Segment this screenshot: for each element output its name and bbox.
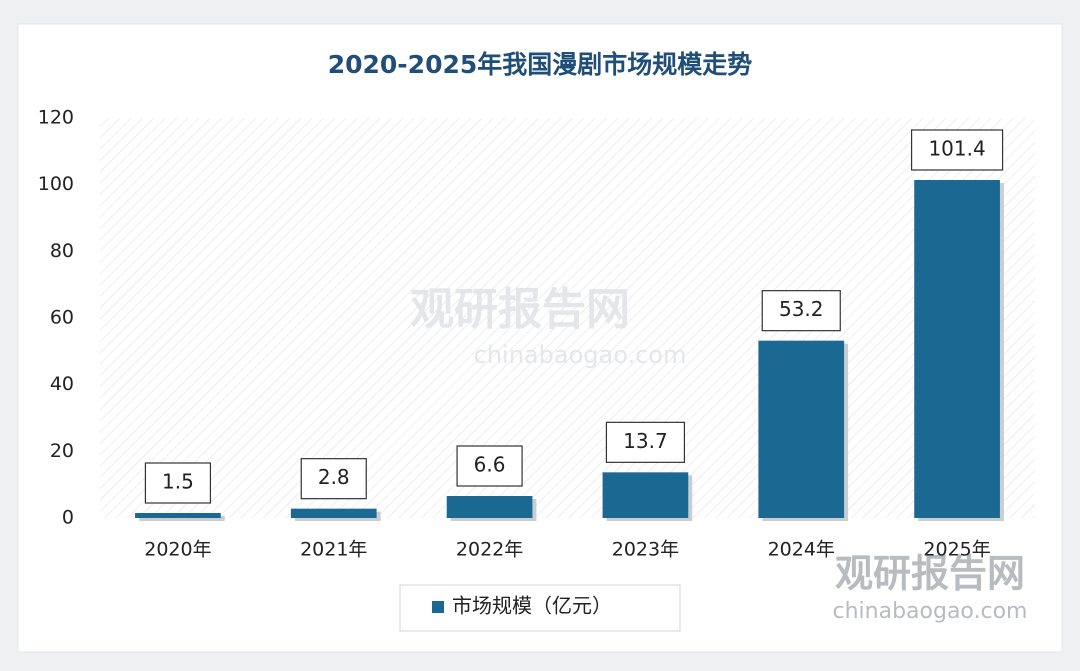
y-tick-label: 80 bbox=[50, 240, 74, 262]
x-tick-label: 2025年 bbox=[923, 539, 990, 561]
bar bbox=[135, 513, 221, 518]
x-tick-label: 2024年 bbox=[768, 539, 835, 561]
value-label: 53.2 bbox=[779, 297, 824, 321]
bar-shadow bbox=[139, 516, 225, 521]
x-tick-label: 2023年 bbox=[612, 539, 679, 561]
value-label-box bbox=[144, 462, 212, 504]
value-label-box bbox=[761, 290, 841, 332]
value-label: 1.5 bbox=[162, 470, 194, 494]
y-tick-label: 100 bbox=[38, 173, 74, 195]
value-label-box bbox=[300, 458, 367, 500]
bar bbox=[914, 180, 1000, 518]
watermark: 观研报告网 bbox=[410, 284, 630, 335]
bar bbox=[290, 508, 377, 518]
value-label: 6.6 bbox=[474, 453, 506, 477]
legend-box bbox=[399, 584, 681, 632]
y-tick-label: 0 bbox=[62, 507, 74, 529]
y-tick-label: 40 bbox=[50, 373, 74, 395]
value-label: 2.8 bbox=[318, 465, 350, 489]
watermark: chinabaogao.com bbox=[833, 599, 1028, 624]
bar bbox=[446, 496, 533, 518]
bar bbox=[758, 340, 845, 518]
x-tick-label: 2022年 bbox=[456, 539, 523, 561]
x-tick-label: 2021年 bbox=[300, 539, 367, 561]
bar bbox=[602, 472, 689, 518]
value-label-box bbox=[910, 129, 1004, 171]
y-tick-label: 120 bbox=[38, 107, 74, 129]
value-label: 101.4 bbox=[928, 137, 985, 161]
y-tick-label: 20 bbox=[50, 440, 74, 462]
value-label-box bbox=[605, 421, 686, 463]
legend-swatch bbox=[432, 601, 444, 613]
legend-label: 市场规模（亿元） bbox=[452, 594, 612, 618]
x-tick-label: 2020年 bbox=[144, 539, 211, 561]
value-label-box bbox=[456, 445, 523, 487]
value-label: 13.7 bbox=[623, 429, 668, 453]
watermark: chinabaogao.com bbox=[474, 341, 687, 369]
watermark: 观研报告网 bbox=[835, 552, 1025, 596]
y-tick-label: 60 bbox=[50, 307, 74, 329]
chart-title: 2020-2025年我国漫剧市场规模走势 bbox=[328, 50, 753, 79]
plot-area bbox=[100, 118, 1035, 518]
